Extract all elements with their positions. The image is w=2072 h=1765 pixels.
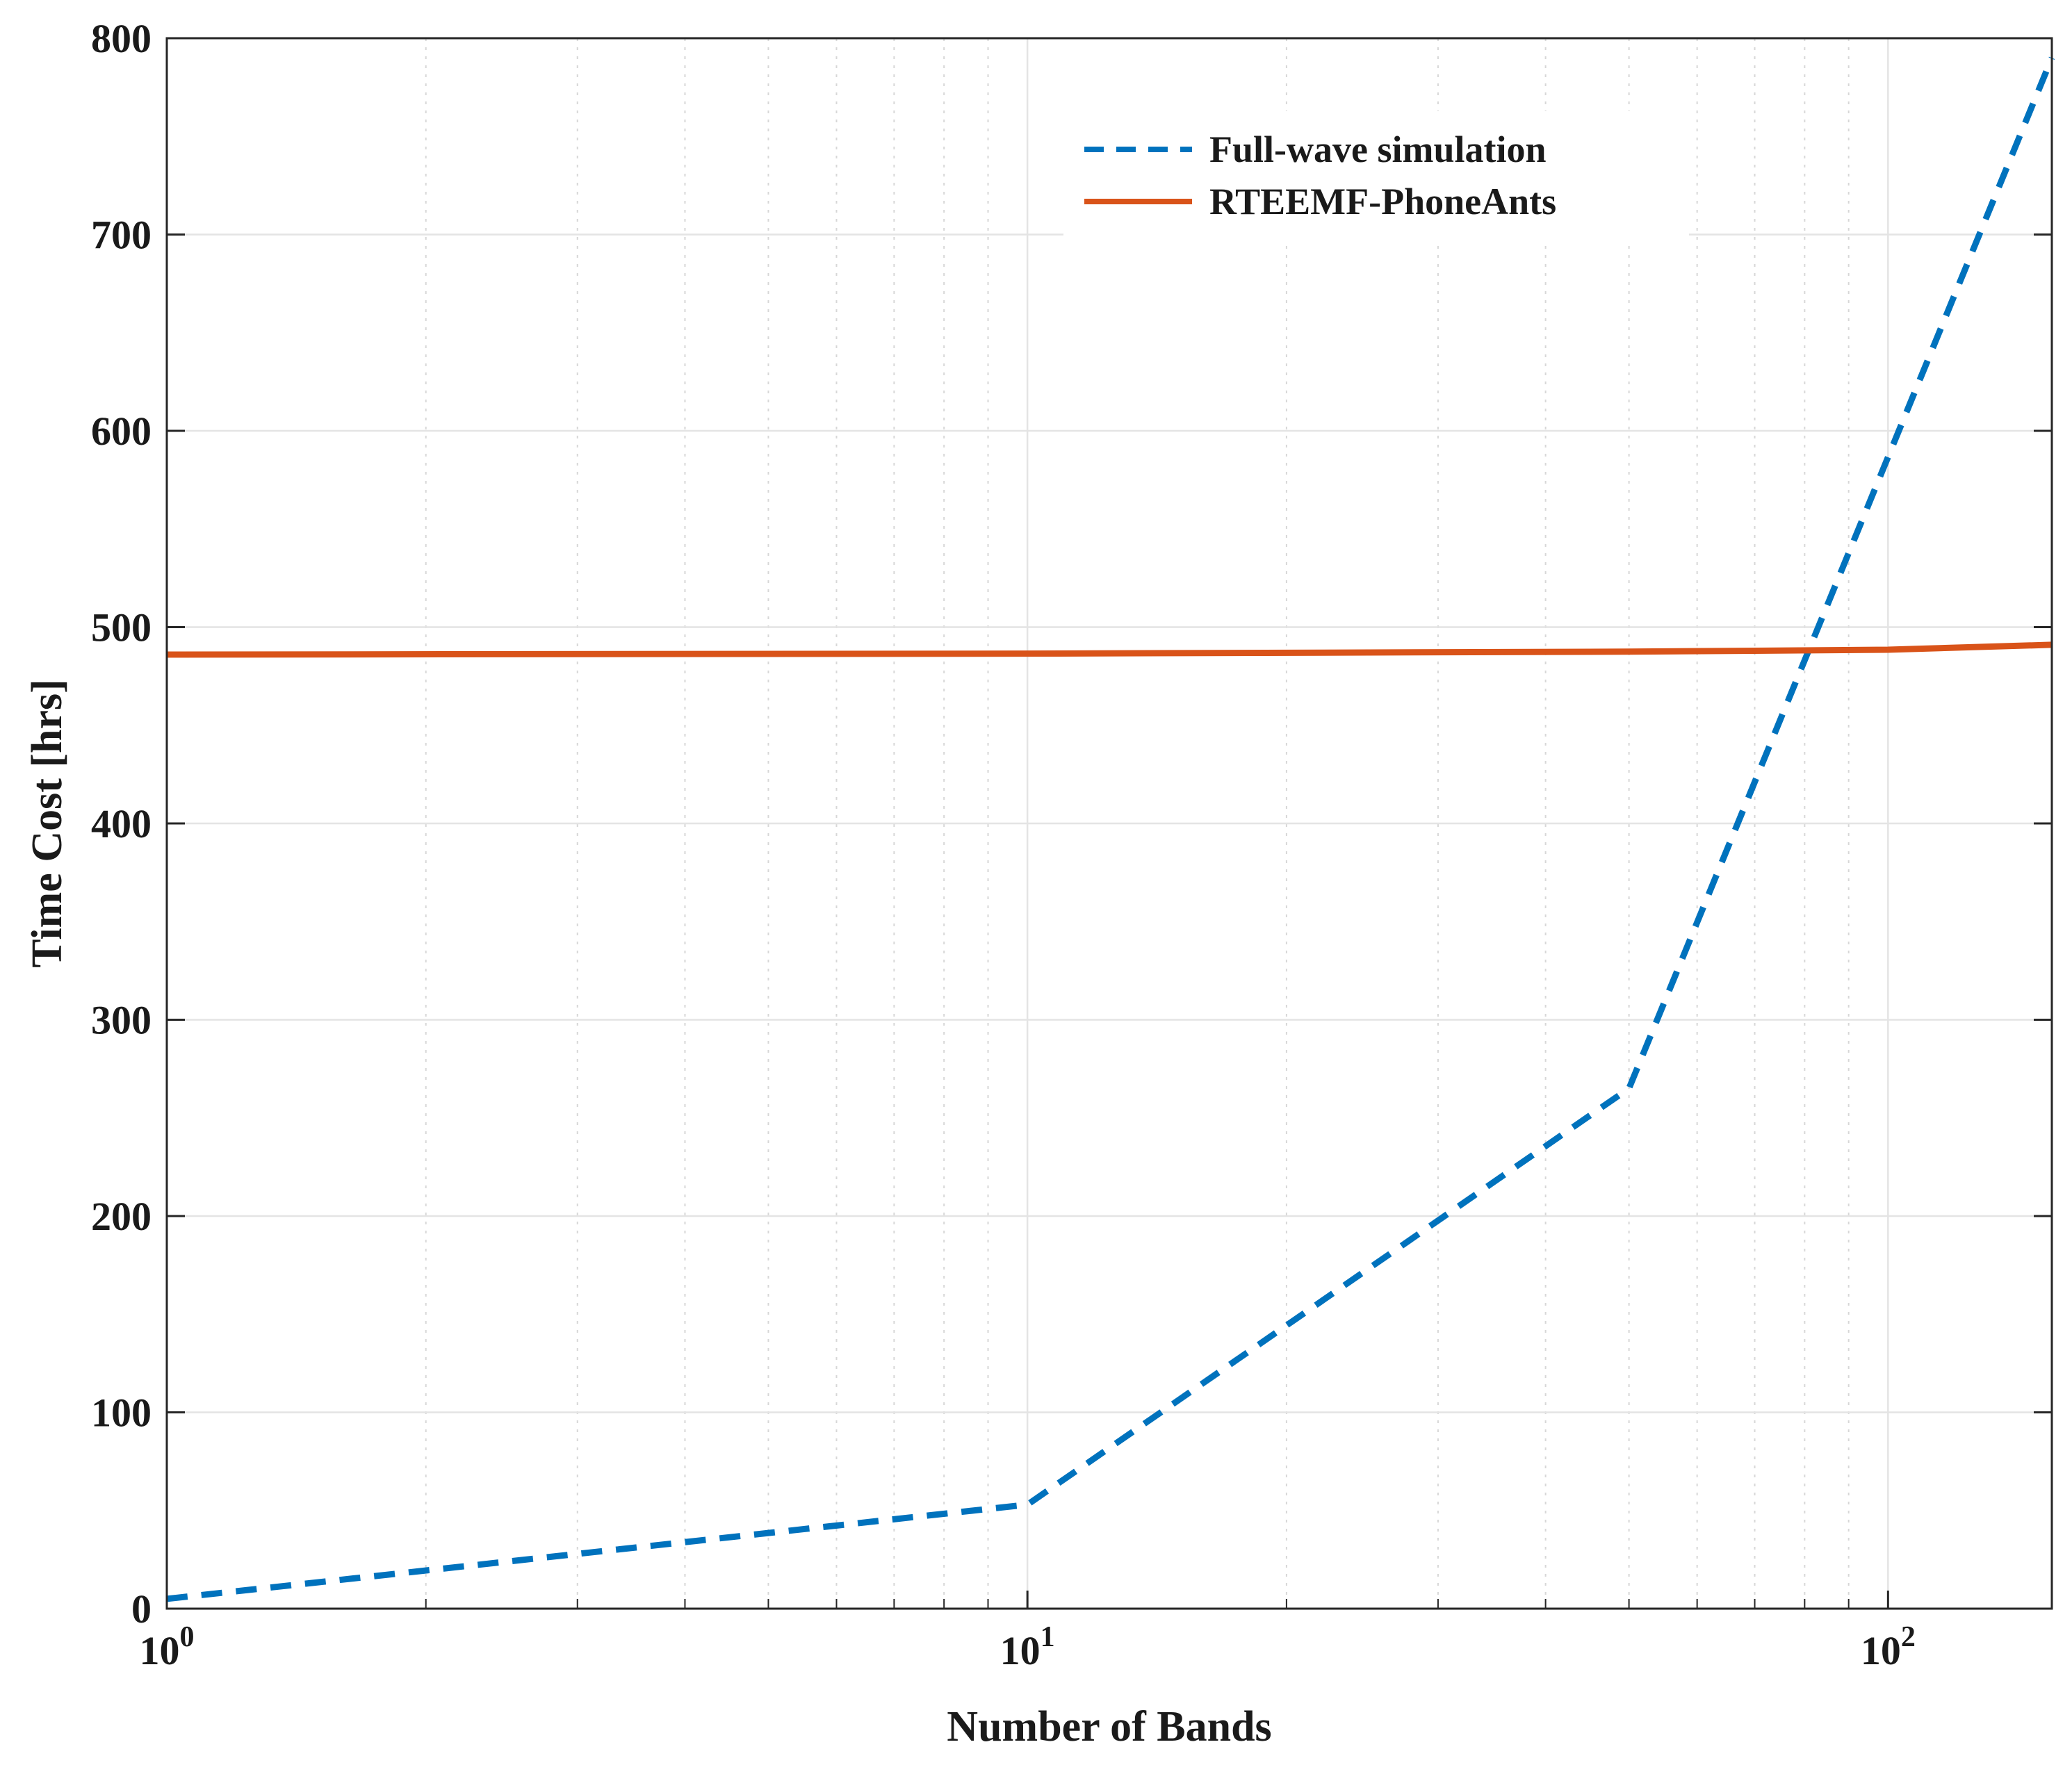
series-line-full-wave (166, 56, 2055, 1602)
axis-ticks (165, 37, 2052, 1610)
legend-label-rteemf: RTEEMF-PhoneAnts (1209, 181, 1556, 222)
legend-box (1063, 111, 1689, 243)
y-tick-label: 0 (131, 1586, 152, 1632)
series-line-rteemf (166, 641, 2053, 658)
y-tick-label: 400 (91, 801, 152, 846)
y-tick-label: 500 (91, 605, 152, 650)
x-tick-label: 102 (1861, 1621, 1916, 1673)
x-axis-title: Number of Bands (947, 1703, 1271, 1750)
y-tick-label: 800 (91, 16, 152, 61)
y-tick-label: 100 (91, 1390, 152, 1436)
x-tick-label: 101 (1000, 1621, 1055, 1673)
y-tick-label: 700 (91, 213, 152, 258)
y-tick-label: 600 (91, 409, 152, 454)
legend: Full-wave simulation RTEEMF-PhoneAnts (1063, 111, 1689, 243)
legend-label-full-wave: Full-wave simulation (1209, 129, 1547, 170)
y-tick-label: 200 (91, 1194, 152, 1239)
y-tick-label: 300 (91, 998, 152, 1043)
plot-series (166, 56, 2055, 1602)
x-tick-label: 100 (140, 1621, 195, 1673)
y-axis-title: Time Cost [hrs] (24, 679, 71, 968)
